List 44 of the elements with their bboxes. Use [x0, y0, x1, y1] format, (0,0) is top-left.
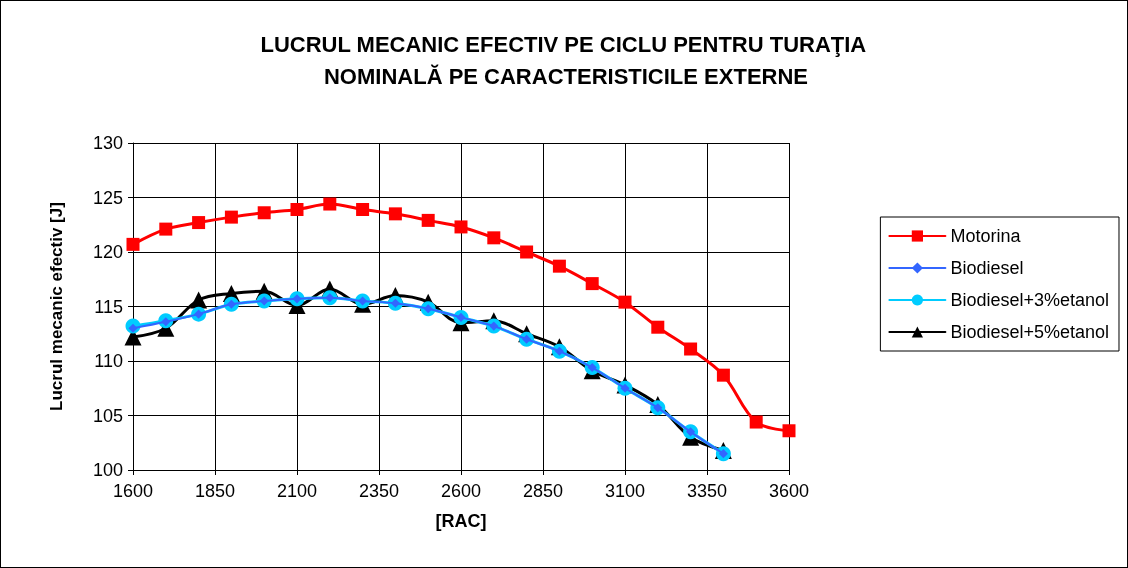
point: [257, 206, 271, 220]
point: [749, 415, 763, 429]
chart-title: LUCRUL MECANIC EFECTIV PE CICLU PENTRU TURAŢIA NOMINALĂ PE CARACTERISTICILE EXTERNE: [260, 31, 872, 89]
x-tick-label: 3350: [686, 481, 728, 501]
point: [192, 216, 206, 230]
point: [520, 245, 534, 259]
x-tick-label: 2600: [440, 481, 482, 501]
x-tick-label: 2850: [522, 481, 564, 501]
legend-label: Biodiesel+3%etanol: [950, 290, 1110, 310]
point: [454, 220, 468, 234]
point: [421, 213, 435, 227]
y-tick-label: 110: [94, 351, 123, 371]
y-tick-label: 115: [94, 296, 123, 317]
x-axis-title: [RAC]: [435, 511, 487, 531]
point: [618, 295, 632, 309]
legend-label: Motorina: [950, 226, 1022, 246]
point: [782, 424, 796, 438]
point: [684, 342, 698, 356]
y-tick-label: 130: [92, 133, 123, 153]
point: [552, 259, 566, 273]
y-tick-label: 120: [92, 242, 123, 262]
point: [356, 202, 370, 216]
point: [651, 320, 665, 334]
point: [323, 197, 337, 211]
point: [290, 202, 304, 216]
point: [585, 277, 599, 291]
legend-label: Biodiesel: [950, 258, 1024, 278]
x-tick-label: 2350: [358, 481, 400, 501]
x-tick-label: 1600: [112, 481, 154, 501]
x-tick-label: 1850: [194, 481, 236, 501]
y-tick-label: 125: [92, 187, 123, 208]
x-tick-label: 3100: [604, 481, 646, 501]
point: [126, 237, 140, 251]
point: [159, 222, 173, 236]
point: [388, 207, 402, 221]
y-axis-title: Lucrul mecanic efectiv [J]: [47, 202, 66, 411]
point: [487, 231, 501, 245]
x-tick-label: 3600: [768, 481, 810, 501]
y-tick-label: 100: [92, 460, 123, 480]
point: [224, 210, 238, 224]
y-tick-label: 105: [92, 405, 123, 426]
x-tick-label: 2100: [276, 481, 318, 501]
point: [716, 368, 730, 382]
legend-label: Biodiesel+5%etanol: [950, 322, 1110, 342]
